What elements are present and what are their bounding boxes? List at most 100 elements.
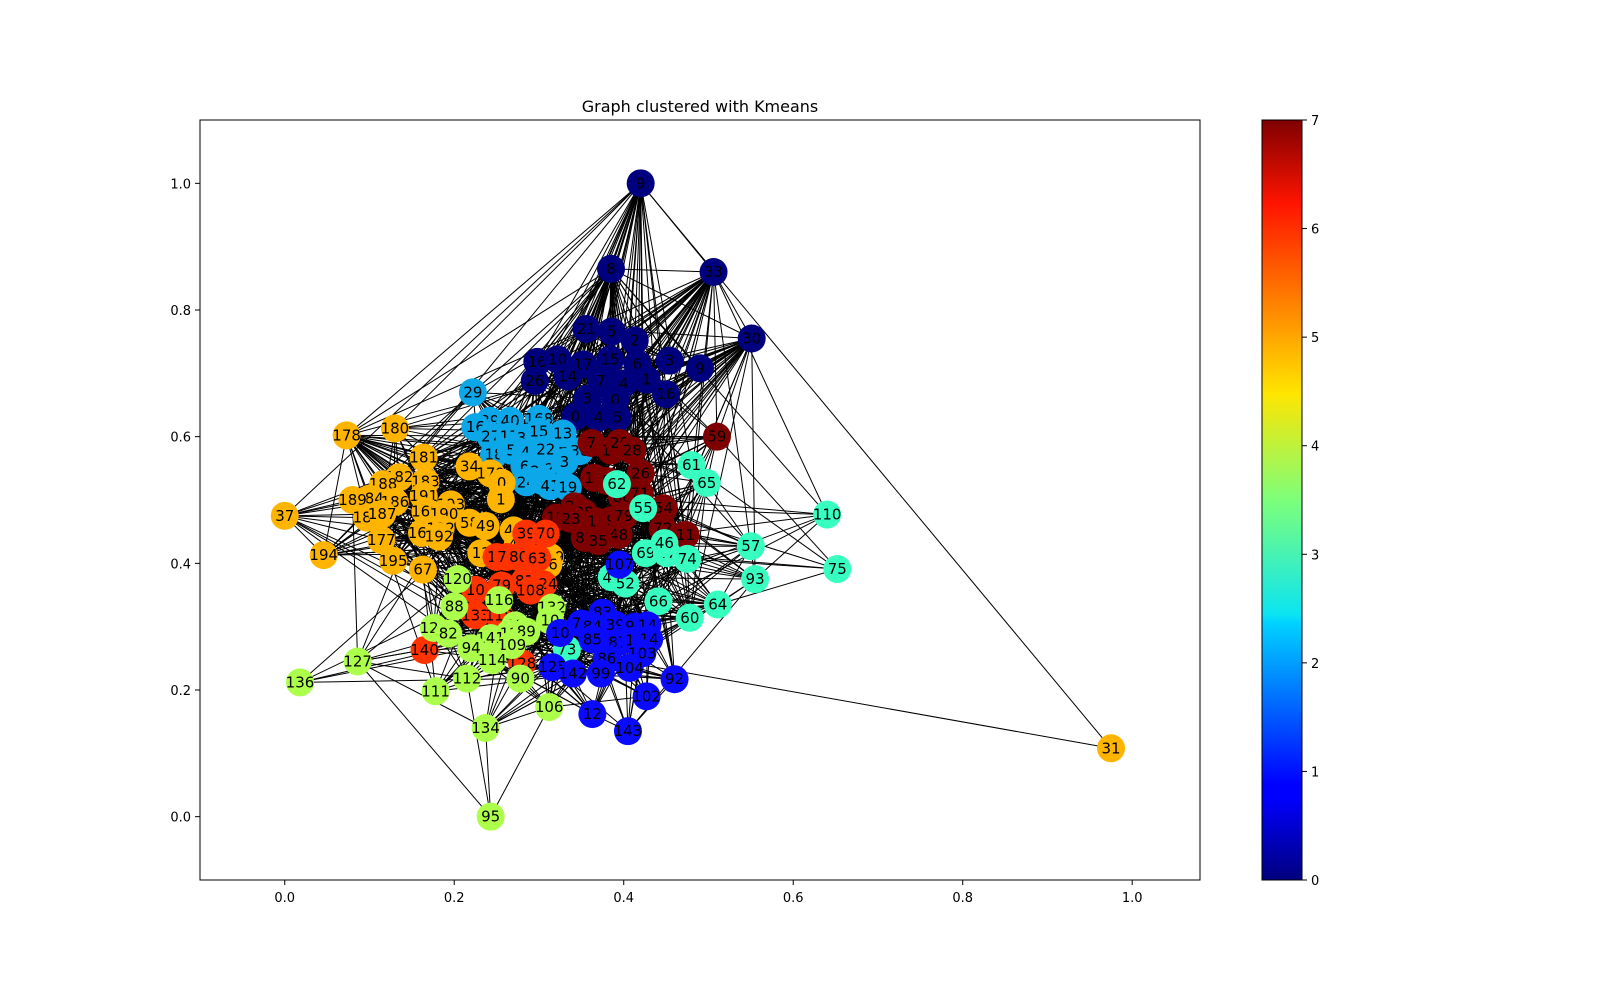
node-marker xyxy=(421,677,450,706)
node-marker xyxy=(512,519,541,548)
node-label: 127 xyxy=(343,653,372,671)
graph-node: 99 xyxy=(586,659,615,688)
colorbar-tick-label: 7 xyxy=(1311,114,1319,129)
node-marker xyxy=(652,380,681,409)
node-marker xyxy=(741,565,770,594)
node-label: 63 xyxy=(528,549,547,567)
x-tick-label: 0.8 xyxy=(952,891,973,906)
graph-node: 28 xyxy=(618,436,647,465)
node-label: 195 xyxy=(379,552,408,570)
node-label: 0 xyxy=(497,474,507,492)
node-label: 140 xyxy=(410,641,439,659)
node-marker xyxy=(584,527,613,556)
node-marker xyxy=(343,647,372,676)
node-label: 5 xyxy=(506,442,516,460)
node-marker xyxy=(586,659,615,688)
node-label: 90 xyxy=(511,670,530,688)
graph-node: 65 xyxy=(692,468,721,497)
node-marker xyxy=(632,682,661,711)
edge xyxy=(536,183,642,363)
node-label: 189 xyxy=(338,491,367,509)
node-label: 106 xyxy=(535,698,564,716)
graph-node: 3 xyxy=(655,346,684,375)
node-marker xyxy=(605,550,634,579)
node-marker xyxy=(410,636,439,665)
node-marker xyxy=(596,345,625,374)
node-label: 3 xyxy=(665,352,675,370)
node-label: 177 xyxy=(367,531,396,549)
node-label: 107 xyxy=(605,556,634,574)
graph-node: 140 xyxy=(410,636,439,665)
graph-node: 1 xyxy=(632,365,661,394)
node-marker xyxy=(572,315,601,343)
edge xyxy=(346,434,470,467)
edge xyxy=(357,578,458,662)
node-label: 4 xyxy=(594,409,604,427)
node-label: 142 xyxy=(559,665,588,683)
node-label: 93 xyxy=(746,570,765,588)
node-label: 57 xyxy=(741,537,760,555)
y-tick-label: 1.0 xyxy=(170,177,191,192)
node-marker xyxy=(424,522,453,551)
graph-node: 116 xyxy=(485,586,514,615)
graph-node: 75 xyxy=(823,555,852,584)
node-label: 1 xyxy=(496,490,506,508)
node-label: 65 xyxy=(697,474,716,492)
node-label: 48 xyxy=(609,526,628,544)
edge xyxy=(634,183,642,341)
node-label: 6 xyxy=(520,457,530,475)
edge xyxy=(713,271,756,580)
node-marker xyxy=(660,665,689,694)
graph-node: 142 xyxy=(559,659,588,688)
edge xyxy=(485,727,492,817)
plot-frame xyxy=(199,119,1201,881)
node-label: 112 xyxy=(453,670,482,688)
node-label: 5 xyxy=(607,323,617,341)
node-label: 82 xyxy=(439,625,458,643)
node-marker xyxy=(578,625,607,654)
node-label: 134 xyxy=(471,719,500,737)
graph-node: 107 xyxy=(605,550,634,579)
node-label: 3 xyxy=(583,390,593,408)
node-marker xyxy=(584,403,613,432)
node-label: 5 xyxy=(613,409,623,427)
graph-node: 21 xyxy=(572,315,601,343)
node-label: 99 xyxy=(591,665,610,683)
node-label: 30 xyxy=(742,330,761,348)
edge xyxy=(433,466,470,629)
colorbar-tick-label: 1 xyxy=(1311,765,1319,780)
node-label: 194 xyxy=(309,546,338,564)
node-marker xyxy=(649,494,678,523)
graph-node: 64 xyxy=(703,590,732,619)
node-marker xyxy=(703,590,732,619)
node-label: 11 xyxy=(676,526,695,544)
graph-node: 194 xyxy=(309,541,338,570)
edge xyxy=(610,183,642,269)
edge xyxy=(713,271,718,437)
edge xyxy=(617,338,752,419)
node-marker xyxy=(632,365,661,394)
node-label: 61 xyxy=(682,456,701,474)
node-label: 136 xyxy=(286,673,315,691)
node-label: 69 xyxy=(636,544,655,562)
node-label: 116 xyxy=(485,591,514,609)
edge xyxy=(381,271,714,515)
node-marker xyxy=(655,346,684,375)
node-label: 29 xyxy=(463,383,482,401)
graph-node: 29 xyxy=(458,378,487,407)
graph-node: 94 xyxy=(457,634,486,663)
node-label: 192 xyxy=(425,528,454,546)
edge xyxy=(423,457,502,500)
edge xyxy=(489,271,714,422)
chart-title: Graph clustered with Kmeans xyxy=(582,97,819,116)
y-tick-label: 0.4 xyxy=(170,557,191,572)
node-label: 59 xyxy=(707,428,726,446)
node-marker xyxy=(520,366,549,395)
node-label: 1 xyxy=(642,371,652,389)
node-marker xyxy=(440,592,469,621)
node-label: 62 xyxy=(607,475,626,493)
node-marker xyxy=(486,485,515,514)
node-marker xyxy=(597,317,626,346)
node-label: 23 xyxy=(562,510,581,528)
node-marker xyxy=(699,258,728,286)
